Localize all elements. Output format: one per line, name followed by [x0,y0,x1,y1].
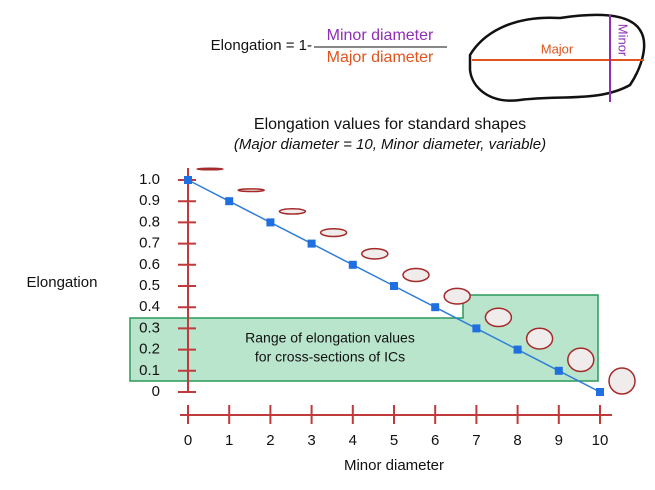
x-tick-label: 10 [592,432,609,449]
y-tick-label: 0.9 [139,192,160,209]
shape-icon [197,168,223,170]
x-tick-label: 0 [184,432,192,449]
shape-icon [527,328,553,349]
x-tick-label: 7 [472,432,480,449]
shape-icon [568,348,594,371]
shape-icon [362,249,388,259]
point [390,282,398,290]
x-tick-label: 5 [390,432,398,449]
y-tick-label: 0.6 [139,256,160,273]
shape-icon [238,189,264,192]
point [514,346,522,354]
shape-icon [321,229,347,237]
x-tick-label: 4 [349,432,357,449]
formula-lhs: Elongation = 1- [211,37,312,54]
chart: Elongation = 1- Minor diameter Major dia… [0,0,655,490]
shape-icon [609,368,635,394]
shape-icon [485,308,511,326]
y-tick-label: 1.0 [139,171,160,188]
y-tick-label: 0.8 [139,213,160,230]
y-tick-label: 0.2 [139,341,160,358]
y-axis-label: Elongation [27,274,98,291]
annotation: for cross-sections of ICs [255,349,405,365]
shape-icon [403,269,429,282]
chart-subtitle: (Major diameter = 10, Minor diameter, va… [234,136,546,153]
x-axis-label: Minor diameter [344,457,444,474]
shape-icon [279,209,305,214]
y-tick-label: 0.4 [139,298,160,315]
minor-label: Minor [616,24,631,57]
x-tick-label: 3 [307,432,315,449]
point [266,218,274,226]
x-tick-label: 9 [555,432,563,449]
annotation: Range of elongation values [245,330,415,346]
point [308,240,316,248]
x-tick-label: 6 [431,432,439,449]
point [184,176,192,184]
x-tick-label: 8 [513,432,521,449]
chart-title: Elongation values for standard shapes [254,116,526,133]
y-tick-label: 0.5 [139,277,160,294]
y-tick-label: 0.3 [139,319,160,336]
y-tick-label: 0.7 [139,235,160,252]
point [349,261,357,269]
y-tick-label: 0 [152,383,160,400]
shape-icon [444,288,470,304]
point [225,197,233,205]
point [555,367,563,375]
formula-denominator: Major diameter [327,49,434,66]
point [431,303,439,311]
x-tick-label: 2 [266,432,274,449]
page: Elongation = 1- Minor diameter Major dia… [0,0,655,490]
point [472,324,480,332]
x-tick-label: 1 [225,432,233,449]
y-tick-label: 0.1 [139,362,160,379]
major-label: Major [541,41,574,56]
formula-numerator: Minor diameter [327,27,434,44]
point [596,388,604,396]
